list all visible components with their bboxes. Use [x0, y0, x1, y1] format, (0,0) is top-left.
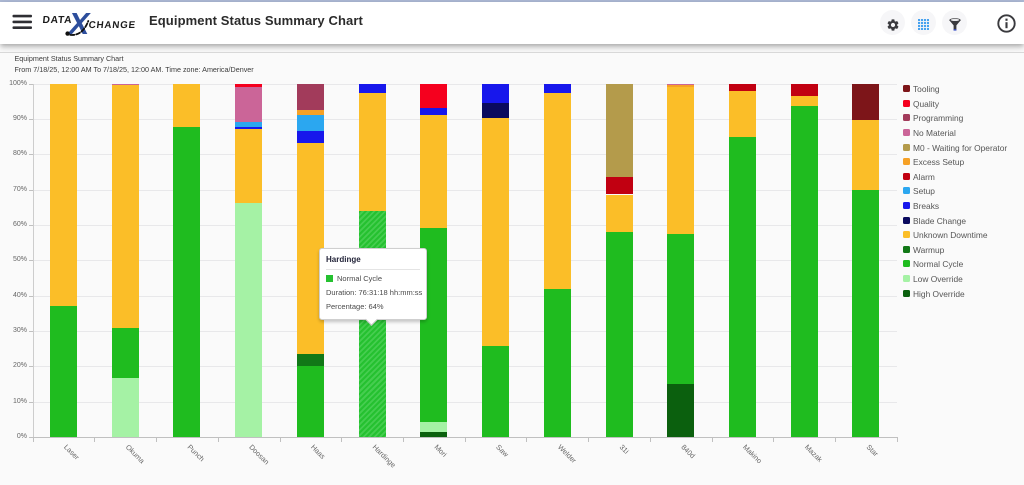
- svg-text:Welder: Welder: [556, 443, 579, 466]
- svg-text:Okuma: Okuma: [124, 443, 147, 466]
- svg-text:Mazak: Mazak: [803, 443, 825, 465]
- svg-text:CHANGE: CHANGE: [88, 20, 136, 31]
- svg-text:Doosan: Doosan: [247, 443, 271, 467]
- svg-text:Punch: Punch: [186, 443, 207, 464]
- svg-text:DATA: DATA: [42, 15, 73, 26]
- svg-text:Laser: Laser: [62, 443, 82, 463]
- svg-text:Mori: Mori: [433, 443, 450, 460]
- svg-text:Makino: Makino: [741, 443, 764, 466]
- svg-text:31i: 31i: [618, 443, 631, 456]
- svg-text:Haas: Haas: [309, 443, 328, 462]
- svg-text:Saw: Saw: [494, 443, 511, 460]
- svg-text:Star: Star: [865, 443, 881, 459]
- svg-text:840d: 840d: [679, 443, 697, 461]
- svg-text:Hardinge: Hardinge: [371, 443, 398, 470]
